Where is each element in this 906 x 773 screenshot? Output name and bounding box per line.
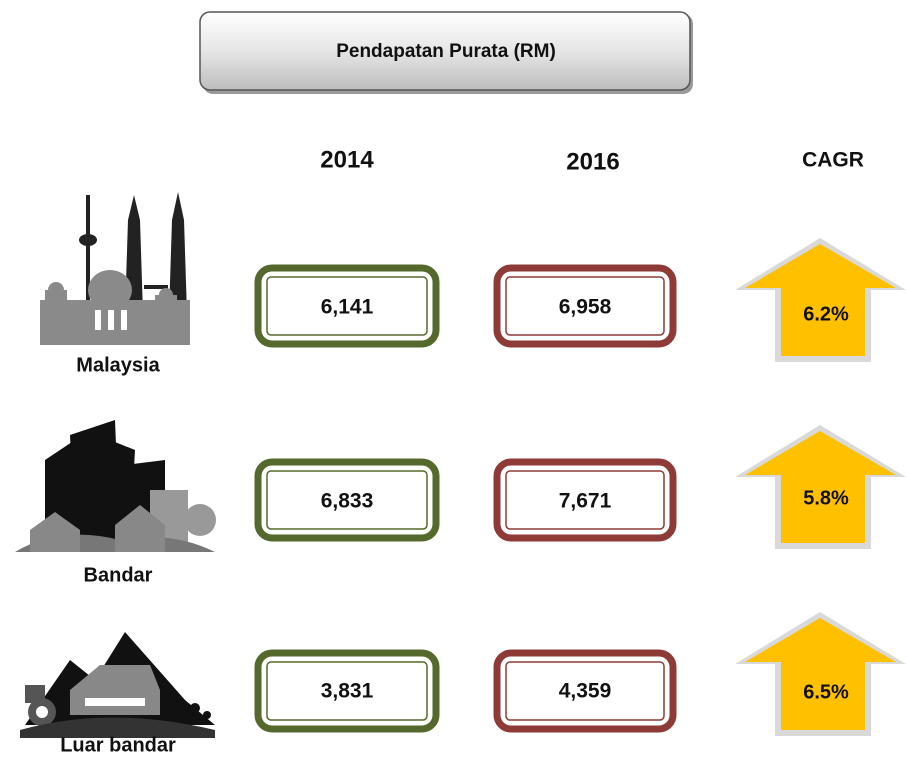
cagr-value: 6.5% <box>803 681 849 703</box>
luar-bandar-icon <box>20 632 215 738</box>
value-2014: 6,833 <box>321 490 374 513</box>
cagr-value: 6.2% <box>803 303 849 325</box>
value-2014: 3,831 <box>321 680 374 703</box>
cagr-arrow <box>735 238 906 362</box>
bandar-icon <box>15 420 216 552</box>
column-header: 2014 <box>320 146 374 173</box>
title-box <box>199 11 691 91</box>
row-label: Luar bandar <box>60 734 176 756</box>
value-2016: 6,958 <box>559 296 612 319</box>
row-label: Malaysia <box>76 354 160 376</box>
cagr-value: 5.8% <box>803 487 849 509</box>
cagr-arrow <box>735 612 906 736</box>
column-header: 2016 <box>566 148 619 175</box>
value-2016: 7,671 <box>559 490 612 513</box>
malaysia-icon <box>40 192 190 345</box>
row-label: Bandar <box>84 564 153 586</box>
title: Pendapatan Purata (RM) <box>336 41 556 62</box>
column-header: CAGR <box>802 149 864 172</box>
value-2016: 4,359 <box>559 680 612 703</box>
value-2014: 6,141 <box>321 296 374 319</box>
